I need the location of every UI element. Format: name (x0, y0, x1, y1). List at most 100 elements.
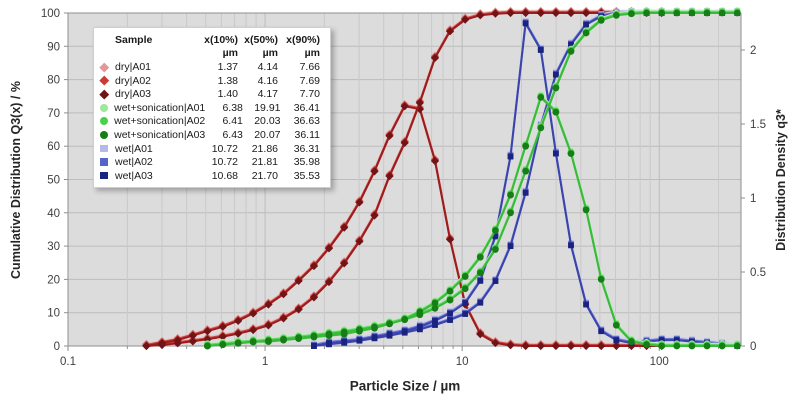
legend-marker-cell (100, 171, 115, 180)
legend-x90-value: 7.66 (299, 60, 320, 73)
legend-sample-name: wet+sonication|A02 (114, 115, 206, 128)
legend-x10-value: 1.40 (217, 88, 238, 101)
legend-sample-name: wet|A02 (115, 156, 153, 169)
legend-marker-cell (100, 103, 114, 112)
svg-text:10: 10 (47, 308, 60, 320)
legend-sample-name: wet|A03 (115, 169, 153, 182)
legend-x50-value: 20.03 (254, 115, 281, 128)
svg-text:10: 10 (456, 356, 469, 368)
svg-text:30: 30 (47, 241, 60, 253)
legend-unit: µm (262, 47, 278, 60)
legend-x10-value: 6.43 (222, 128, 243, 141)
legend-x90-value: 35.53 (293, 169, 320, 182)
legend-x10-value: 1.38 (217, 74, 238, 87)
legend-row: wet+sonication|A03 6.43 20.07 36.11 (100, 128, 320, 142)
square-marker-icon (100, 171, 108, 180)
legend-row: dry|A01 1.37 4.14 7.66 (99, 60, 320, 74)
legend-row: wet|A01 10.72 21.86 36.31 (100, 142, 320, 156)
x-axis-title: Particle Size / µm (349, 378, 461, 394)
legend-marker-cell (100, 130, 114, 139)
legend-marker-cell (100, 144, 115, 153)
svg-text:0.1: 0.1 (60, 356, 76, 368)
legend-marker-cell (99, 75, 115, 86)
legend-marker-cell (100, 117, 114, 126)
diamond-marker-icon (99, 89, 109, 99)
circle-marker-icon (100, 103, 108, 112)
legend-header-sample: Sample (115, 33, 153, 46)
svg-text:40: 40 (47, 208, 60, 220)
legend-x10-value: 6.38 (222, 101, 243, 114)
legend-x50-value: 21.70 (251, 169, 278, 182)
legend-marker-cell (99, 89, 115, 99)
svg-text:0: 0 (54, 341, 60, 353)
y-left-axis-title: Cumulative Distribution Q3(x) / % (9, 81, 23, 279)
legend-x50-value: 20.07 (254, 128, 281, 141)
legend-x90-value: 7.70 (299, 88, 320, 101)
svg-text:0.5: 0.5 (750, 267, 766, 279)
legend-x90-value: 36.41 (293, 101, 320, 114)
legend-x10-value: 10.72 (211, 142, 238, 155)
legend-box: Sample x(10%) x(50%) x(90%) µm µm µm dry|A01 1.3… (93, 27, 331, 188)
svg-text:1: 1 (262, 356, 268, 368)
legend-x10-value: 1.37 (217, 60, 238, 73)
legend-x50-value: 4.16 (257, 74, 278, 87)
diamond-marker-icon (99, 75, 109, 86)
svg-text:2: 2 (750, 45, 756, 57)
circle-marker-icon (100, 130, 108, 139)
svg-text:90: 90 (47, 41, 60, 53)
legend-sample-name: wet+sonication|A03 (114, 128, 206, 141)
legend-x50-value: 4.14 (257, 60, 278, 73)
legend-row: Sample x(10%) x(50%) x(90%) (100, 33, 320, 47)
legend-x90-value: 36.11 (294, 128, 321, 141)
svg-text:1: 1 (750, 193, 756, 205)
y-right-axis-title: Distribution Density q3* (774, 109, 788, 251)
legend-header-x50: x(50%) (244, 33, 278, 46)
legend-x10-value: 6.41 (222, 115, 243, 128)
legend-unit: µm (304, 47, 320, 60)
wet_sonication-cumulative-series (204, 9, 741, 350)
legend-x50-value: 21.81 (251, 156, 278, 169)
circle-marker-icon (100, 117, 108, 126)
svg-text:1.5: 1.5 (750, 119, 766, 131)
legend-row: µm µm µm (100, 47, 320, 61)
diamond-marker-icon (99, 62, 109, 72)
svg-text:100: 100 (41, 8, 60, 20)
svg-text:80: 80 (47, 75, 60, 87)
legend-row: wet+sonication|A02 6.41 20.03 36.63 (100, 115, 320, 129)
legend-x50-value: 21.86 (251, 142, 278, 155)
legend-x50-value: 19.91 (254, 101, 281, 114)
legend-row: dry|A02 1.38 4.16 7.69 (99, 74, 320, 88)
legend-sample-name: dry|A01 (115, 60, 151, 73)
legend-sample-name: wet+sonication|A01 (114, 101, 206, 114)
legend-header-x90: x(90%) (286, 33, 320, 46)
svg-text:0: 0 (750, 341, 756, 353)
plot-border (67, 12, 742, 347)
svg-text:50: 50 (47, 175, 60, 187)
legend-sample-name: dry|A03 (115, 88, 151, 101)
svg-text:70: 70 (47, 108, 60, 120)
svg-text:20: 20 (47, 274, 60, 286)
legend-marker-cell (100, 158, 115, 166)
legend-x90-value: 36.31 (293, 142, 320, 155)
axes: 0 10 20 30 40 50 60 70 80 90 100 0 0.5 1 1.5 2 0.1 1 10 100 (41, 8, 766, 368)
svg-text:100: 100 (650, 356, 669, 368)
legend-sample-name: dry|A02 (115, 74, 151, 87)
legend-row: wet|A03 10.68 21.70 35.53 (100, 169, 320, 183)
legend-x10-value: 10.68 (211, 169, 238, 182)
legend-x90-value: 36.63 (293, 115, 320, 128)
legend-x90-value: 7.69 (299, 74, 320, 87)
legend-marker-cell (99, 62, 115, 72)
legend-row: wet|A02 10.72 21.81 35.98 (100, 155, 320, 169)
square-marker-icon (100, 158, 108, 166)
legend-x10-value: 10.72 (211, 156, 238, 169)
svg-text:60: 60 (47, 141, 60, 153)
legend-x90-value: 35.98 (293, 156, 320, 169)
legend-sample-name: wet|A01 (115, 142, 153, 155)
legend-unit: µm (222, 47, 238, 60)
legend-header-x10: x(10%) (204, 33, 238, 46)
legend-row: dry|A03 1.40 4.17 7.70 (99, 87, 320, 101)
legend-x50-value: 4.17 (257, 88, 278, 101)
legend-row: wet+sonication|A01 6.38 19.91 36.41 (100, 101, 320, 115)
